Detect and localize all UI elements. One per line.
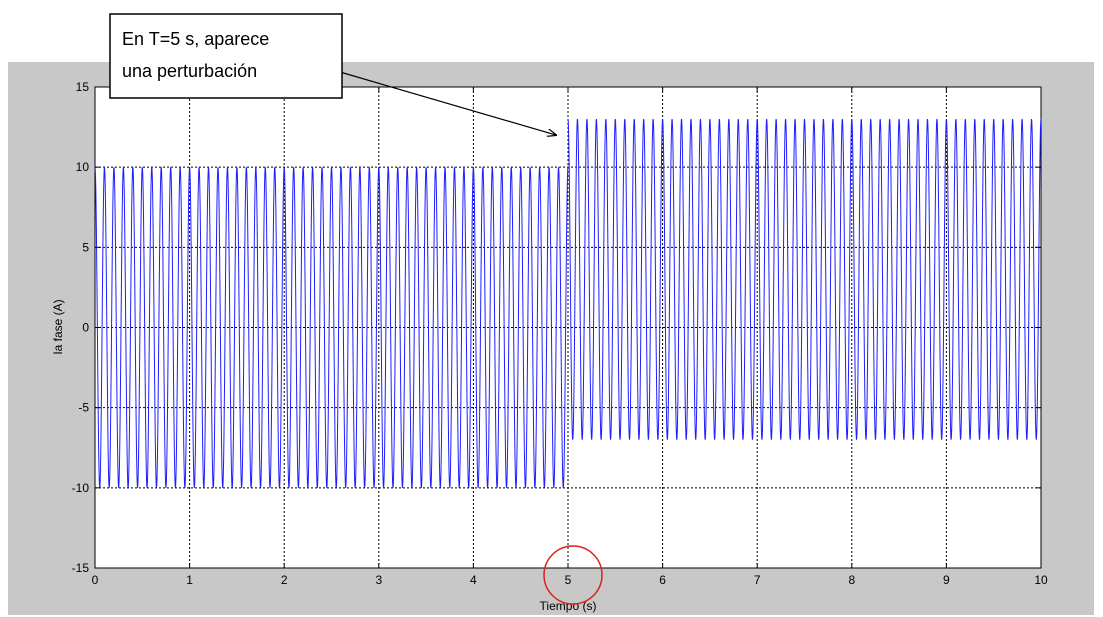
x-tick-label-9: 9 [943,573,950,587]
annotation-box [109,13,343,99]
x-tick-label-0: 0 [92,573,99,587]
y-tick-label-0: 15 [76,80,90,94]
y-tick-label-4: -5 [78,401,89,415]
annotation-line-1: En T=5 s, aparece [122,29,269,49]
x-tick-label-4: 4 [470,573,477,587]
x-tick-label-8: 8 [848,573,855,587]
y-axis-label: Ia fase (A) [51,299,65,354]
y-tick-label-6: -15 [72,561,90,575]
annotation-callout: En T=5 s, aparece una perturbación [109,13,343,99]
annotation-line-2: una perturbación [122,61,257,81]
x-tick-label-7: 7 [754,573,761,587]
x-tick-label-6: 6 [659,573,666,587]
series-0-segment-0 [94,167,569,488]
grid-lines [95,87,1041,568]
y-tick-label-3: 0 [82,321,89,335]
annotation-arrow [339,71,556,135]
signal-trace [94,118,1042,488]
x-tick-label-2: 2 [281,573,288,587]
x-tick-label-5: 5 [565,573,572,587]
y-tick-label-1: 10 [76,160,90,174]
x-tick-label-10: 10 [1034,573,1048,587]
series-0-segment-1 [567,118,1042,440]
y-tick-label-2: 5 [82,240,89,254]
highlight-circle [543,545,603,605]
x-tick-label-1: 1 [186,573,193,587]
y-tick-labels: 15 10 5 0 -5 -10 -15 [72,80,1041,575]
x-tick-labels: 0 1 2 3 4 5 6 7 8 9 10 [92,87,1048,587]
x-axis-label: Tiempo (s) [540,599,597,613]
y-tick-label-5: -10 [72,481,90,495]
x-tick-label-3: 3 [375,573,382,587]
